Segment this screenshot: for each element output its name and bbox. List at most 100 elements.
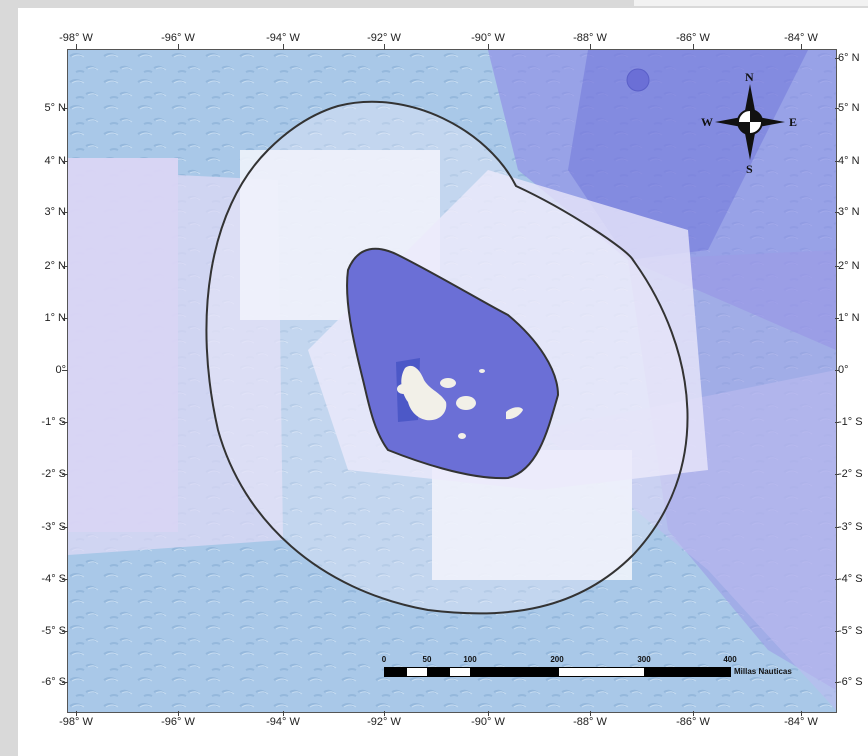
scale-label-100: 100	[463, 655, 477, 664]
scale-segment	[449, 667, 471, 677]
lat-label-left: 1° N	[44, 312, 66, 324]
lon-label-top: -84° W	[784, 32, 818, 44]
compass-east: E	[789, 115, 798, 129]
map-border	[67, 49, 837, 713]
lon-label-bottom: -90° W	[471, 716, 505, 728]
axis-tick	[62, 108, 68, 109]
axis-tick	[384, 711, 385, 716]
lon-label-top: -86° W	[676, 32, 710, 44]
axis-tick	[488, 44, 489, 50]
lon-label-top: -90° W	[471, 32, 505, 44]
axis-tick	[835, 422, 839, 423]
compass-south: S	[746, 162, 753, 176]
scale-segment	[471, 667, 558, 677]
lat-label-right: -1° S	[838, 416, 863, 428]
scale-segment	[558, 667, 645, 677]
compass-icon	[715, 84, 785, 160]
compass-rose: N S W E	[701, 70, 798, 180]
lon-label-bottom: -86° W	[676, 716, 710, 728]
axis-tick	[488, 711, 489, 716]
lon-label-top: -96° W	[161, 32, 195, 44]
scale-bar: 0 50 100 200 300 400 Millas Nauticas	[380, 655, 820, 689]
axis-tick	[62, 370, 68, 371]
lon-label-top: -98° W	[59, 32, 93, 44]
axis-tick	[62, 631, 68, 632]
axis-tick	[283, 711, 284, 716]
lon-label-bottom: -92° W	[367, 716, 401, 728]
axis-tick	[178, 44, 179, 50]
scale-segment	[384, 667, 406, 677]
lon-label-top: -94° W	[266, 32, 300, 44]
scale-label-50: 50	[422, 655, 432, 664]
lat-label-right: -2° S	[838, 468, 863, 480]
axis-tick	[590, 44, 591, 50]
top-strip	[634, 0, 868, 6]
lat-label-right: -4° S	[838, 573, 863, 585]
lat-label-right: -3° S	[838, 521, 863, 533]
axis-tick	[62, 318, 68, 319]
axis-tick	[62, 682, 68, 683]
axis-tick	[801, 44, 802, 50]
lat-label-right: 3° N	[838, 206, 860, 218]
axis-tick	[835, 212, 839, 213]
lon-label-bottom: -96° W	[161, 716, 195, 728]
axis-tick	[62, 422, 68, 423]
lat-label-left: 4° N	[44, 155, 66, 167]
lat-label-left: 0°	[55, 364, 66, 376]
map-area[interactable]: N S W E 0 50 100 200 300 400 Millas Naut…	[68, 50, 836, 712]
axis-tick	[62, 527, 68, 528]
lon-label-bottom: -88° W	[573, 716, 607, 728]
lon-label-top: -88° W	[573, 32, 607, 44]
compass-north: N	[745, 70, 754, 84]
scale-label-400: 400	[723, 655, 737, 664]
axis-tick	[801, 711, 802, 716]
axis-tick	[835, 266, 839, 267]
lat-label-left: -3° S	[41, 521, 66, 533]
axis-tick	[693, 711, 694, 716]
axis-tick	[178, 711, 179, 716]
axis-tick	[835, 527, 839, 528]
axis-tick	[835, 108, 839, 109]
axis-tick	[283, 44, 284, 50]
axis-tick	[590, 711, 591, 716]
lat-label-right: 1° N	[838, 312, 860, 324]
axis-tick	[835, 370, 839, 371]
scale-label-0: 0	[381, 655, 387, 664]
scale-segment	[645, 667, 731, 677]
lat-label-left: -6° S	[41, 676, 66, 688]
lon-label-bottom: -98° W	[59, 716, 93, 728]
lat-label-left: -1° S	[41, 416, 66, 428]
lat-label-right: 2° N	[838, 260, 860, 272]
axis-tick	[835, 161, 839, 162]
axis-tick	[693, 44, 694, 50]
scale-label-300: 300	[637, 655, 651, 664]
lat-label-left: 2° N	[44, 260, 66, 272]
axis-tick	[62, 212, 68, 213]
lat-label-right: 4° N	[838, 155, 860, 167]
scale-units: Millas Nauticas	[734, 667, 792, 676]
axis-tick	[62, 579, 68, 580]
lon-label-top: -92° W	[367, 32, 401, 44]
axis-tick	[835, 682, 839, 683]
axis-tick	[62, 266, 68, 267]
lat-label-left: -4° S	[41, 573, 66, 585]
axis-tick	[835, 474, 839, 475]
island-santiago	[440, 378, 456, 388]
island-santa-cruz	[456, 396, 476, 410]
island-san-cristobal	[506, 407, 523, 420]
axis-tick	[835, 579, 839, 580]
island-floreana	[458, 433, 466, 439]
axis-tick	[76, 44, 77, 50]
axis-tick	[62, 474, 68, 475]
lat-label-left: -2° S	[41, 468, 66, 480]
island-darwin-marker	[626, 68, 650, 92]
lat-label-right: 6° N	[838, 52, 860, 64]
island-isabela	[401, 365, 447, 421]
lat-label-right: -5° S	[838, 625, 863, 637]
axis-tick	[835, 58, 839, 59]
island-fernandina	[397, 384, 409, 394]
scale-segment	[406, 667, 428, 677]
scale-label-200: 200	[550, 655, 564, 664]
lat-label-right: 0°	[838, 364, 849, 376]
axis-tick	[62, 161, 68, 162]
